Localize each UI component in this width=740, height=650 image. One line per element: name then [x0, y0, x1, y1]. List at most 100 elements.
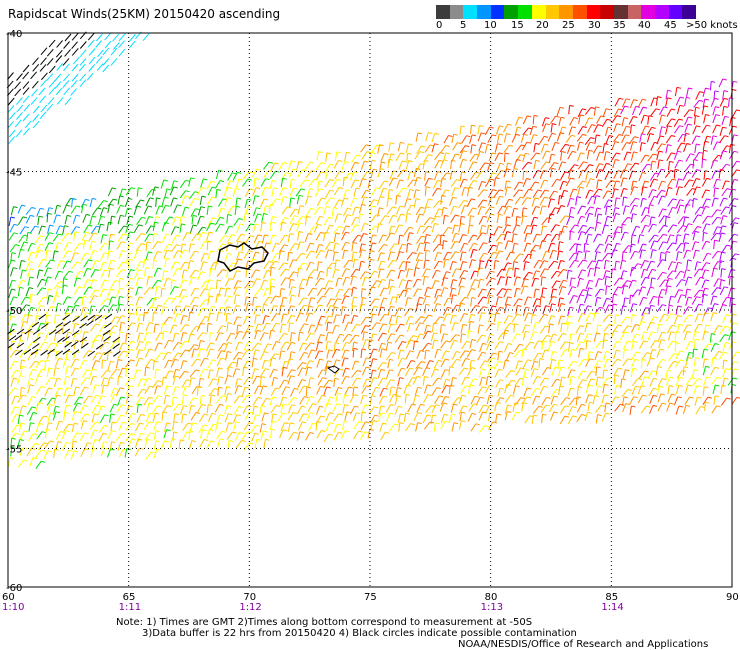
wind-barb — [694, 206, 701, 215]
wind-barb — [19, 331, 23, 342]
wind-barb-flag — [489, 294, 494, 297]
wind-barb — [377, 306, 382, 316]
wind-barb — [512, 385, 516, 395]
wind-barb-flag — [399, 251, 404, 254]
wind-barb-flag — [128, 405, 133, 408]
wind-barb — [377, 362, 384, 371]
wind-barb-flag — [635, 225, 641, 228]
wind-barb-flag — [247, 198, 252, 201]
wind-barb — [279, 350, 282, 360]
wind-barb — [542, 150, 547, 160]
wind-barb — [595, 169, 600, 179]
wind-barb — [442, 313, 448, 322]
wind-barb — [576, 134, 583, 142]
wind-barb — [297, 205, 301, 215]
wind-barb-flag — [489, 384, 494, 387]
wind-barb-flag — [291, 404, 296, 407]
wind-barb-flag — [139, 357, 144, 360]
wind-barb-flag — [434, 143, 439, 146]
wind-barb — [569, 277, 572, 287]
wind-barb-flag — [167, 405, 172, 408]
wind-barb — [423, 217, 431, 226]
wind-barb — [215, 279, 218, 290]
wind-barb — [630, 314, 633, 324]
wind-barb — [470, 297, 473, 307]
wind-barb-flag — [732, 89, 737, 91]
wind-barb — [434, 208, 440, 218]
wind-barb — [351, 287, 354, 297]
wind-barb — [316, 334, 322, 344]
wind-barb — [629, 295, 631, 305]
wind-barb-flag — [338, 226, 344, 228]
wind-barb — [263, 161, 270, 170]
wind-barb-flag — [463, 405, 468, 408]
wind-barb-flag — [11, 340, 17, 343]
wind-barb-flag — [128, 223, 133, 226]
wind-barb — [442, 307, 448, 316]
wind-barb — [341, 295, 346, 305]
wind-barb — [332, 251, 335, 261]
wind-barb — [477, 288, 483, 298]
wind-barb — [442, 271, 447, 281]
wind-barb-flag — [219, 403, 224, 406]
wind-barb-flag — [712, 312, 718, 315]
wind-barb-flag — [348, 288, 353, 291]
wind-barb — [208, 388, 215, 397]
wind-barb — [379, 314, 386, 322]
wind-barb-flag — [580, 325, 585, 328]
wind-barb — [317, 377, 324, 386]
wind-barb — [279, 323, 283, 333]
wind-barb — [286, 342, 292, 351]
wind-barb-flag — [716, 405, 721, 408]
wind-barb — [395, 152, 401, 162]
wind-barb-flag — [694, 241, 700, 244]
wind-barb — [542, 251, 547, 260]
wind-barb — [646, 133, 651, 143]
wind-barb-flag — [518, 298, 523, 301]
wind-barb — [541, 414, 543, 424]
wind-barb — [352, 235, 359, 243]
wind-barb-flag — [237, 385, 243, 388]
wind-barb — [665, 278, 670, 287]
wind-barb — [503, 133, 507, 143]
wind-barb — [179, 340, 186, 349]
wind-barb — [74, 271, 81, 280]
wind-barb-flag — [455, 251, 460, 254]
wind-barb — [307, 287, 314, 297]
wind-barb — [388, 225, 392, 235]
wind-barb — [548, 315, 552, 325]
wind-barb-flag — [120, 414, 125, 417]
wind-barb-flag — [425, 241, 431, 244]
wind-barb-flag — [380, 306, 385, 309]
wind-barb — [200, 261, 204, 271]
wind-barb-flag — [231, 234, 236, 237]
wind-barb — [505, 216, 507, 226]
wind-barb — [188, 312, 191, 322]
wind-barb — [307, 324, 312, 334]
wind-barb-flag — [607, 190, 612, 193]
wind-barb-flag — [212, 378, 218, 381]
wind-barb — [476, 151, 481, 161]
wind-barb — [182, 206, 186, 216]
wind-barb-flag — [545, 325, 550, 328]
wind-barb — [107, 187, 113, 197]
wind-barb-flag — [456, 351, 461, 353]
wind-barb — [254, 323, 259, 333]
wind-barb-flag — [502, 288, 507, 291]
wind-barb-flag — [95, 269, 100, 271]
wind-barb-flag — [464, 296, 470, 299]
wind-barb-flag — [283, 313, 288, 316]
wind-barb-flag — [97, 207, 102, 210]
wind-barb-flag — [699, 91, 704, 94]
wind-barb — [107, 250, 110, 260]
wind-barb-flag — [584, 243, 589, 245]
wind-barb-flag — [301, 367, 307, 370]
wind-barb-flag — [141, 233, 146, 235]
wind-barb — [289, 187, 294, 197]
wind-barb-flag — [86, 213, 91, 216]
wind-barb — [335, 288, 341, 298]
wind-barb-flag — [120, 396, 126, 399]
wind-barb-flag — [58, 357, 63, 360]
wind-barb-flag — [667, 89, 672, 92]
wind-barb — [217, 198, 224, 207]
